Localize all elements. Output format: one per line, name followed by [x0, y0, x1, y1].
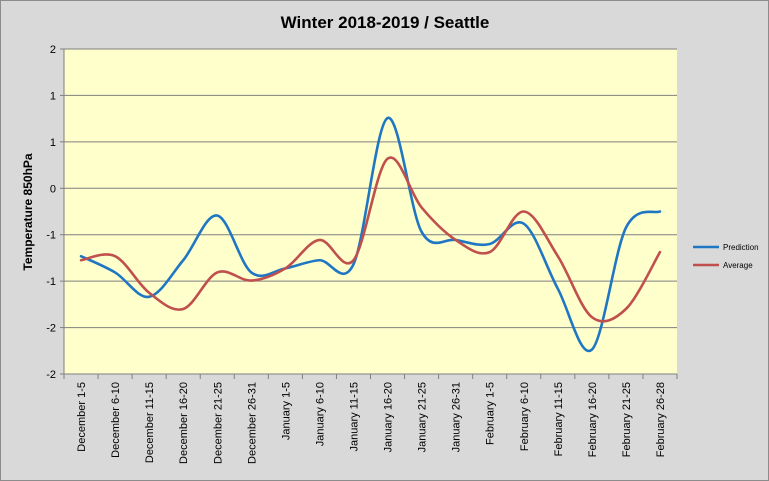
y-tick-label: -1: [46, 230, 56, 242]
y-tick-label: -1: [46, 276, 56, 288]
legend: Prediction Average: [693, 243, 759, 270]
legend-label-prediction: Prediction: [723, 243, 759, 252]
legend-label-average: Average: [723, 261, 753, 270]
x-tick-label: January 11-15: [348, 382, 360, 452]
y-tick-label: -2: [46, 369, 56, 381]
x-tick-label: February 21-25: [621, 382, 633, 457]
series-line-average: [79, 156, 662, 323]
x-tick-label: January 6-10: [314, 382, 326, 446]
x-tick-label: December 16-20: [178, 382, 190, 464]
x-tick-label: January 26-31: [451, 382, 463, 452]
x-tick-label: December 21-25: [212, 382, 224, 464]
y-tick-label: 0: [50, 183, 56, 195]
y-axis-label: Temperature 850hPa: [21, 153, 35, 270]
x-tick-label: January 21-25: [417, 382, 429, 452]
x-tick-label: February 26-28: [655, 382, 667, 457]
x-tick-label: December 26-31: [246, 382, 258, 464]
x-tick-label: January 16-20: [383, 382, 395, 452]
x-tick-label: February 11-15: [553, 382, 565, 456]
y-tick-label: -2: [46, 323, 56, 335]
x-tick-label: February 16-20: [587, 382, 599, 457]
chart-title: Winter 2018-2019 / Seattle: [281, 13, 490, 32]
x-tick-label: February 1-5: [485, 382, 497, 445]
x-axis-ticks: December 1-5 December 6-10 December 11-15 D…: [63, 374, 678, 464]
y-tick-label: 1: [50, 137, 56, 149]
x-tick-label: December 11-15: [144, 382, 156, 463]
series-line-prediction: [79, 116, 662, 353]
x-tick-label: December 1-5: [76, 382, 88, 452]
x-tick-label: January 1-5: [280, 382, 292, 440]
y-tick-label: 1: [50, 90, 56, 102]
y-tick-label: 2: [50, 44, 56, 56]
y-axis-ticks: -2 -2 -1 -1 0 1 1 2: [46, 44, 56, 381]
x-tick-label: February 6-10: [519, 382, 531, 451]
series-lines: [79, 116, 662, 353]
x-tick-label: December 6-10: [110, 382, 122, 458]
